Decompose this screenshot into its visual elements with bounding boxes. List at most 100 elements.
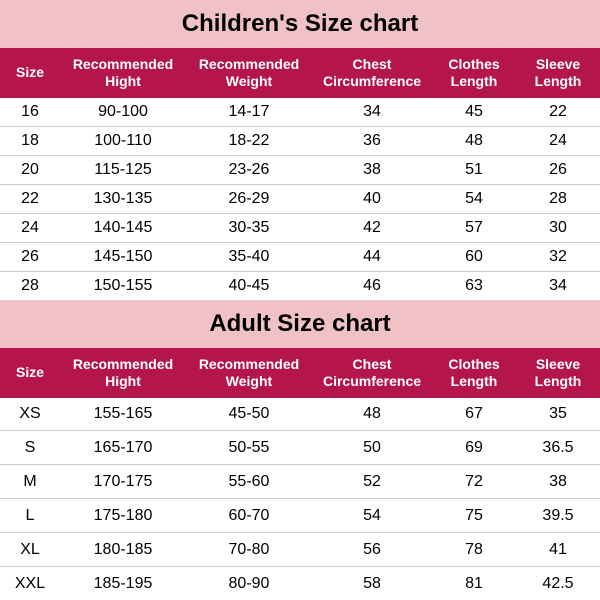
- adult-title: Adult Size chart: [0, 300, 600, 348]
- table-cell: 46: [312, 271, 432, 300]
- table-cell: 26: [516, 155, 600, 184]
- table-cell: XL: [0, 533, 60, 567]
- table-cell: 45-50: [186, 398, 312, 431]
- table-cell: 36.5: [516, 431, 600, 465]
- table-cell: 50-55: [186, 431, 312, 465]
- table-cell: 81: [432, 567, 516, 600]
- table-cell: 42.5: [516, 567, 600, 600]
- table-cell: 100-110: [60, 126, 186, 155]
- size-chart-container: Children's Size chart Size Recommended H…: [0, 0, 600, 600]
- table-cell: 22: [0, 184, 60, 213]
- col-height: Recommended Hight: [60, 48, 186, 98]
- table-cell: S: [0, 431, 60, 465]
- table-cell: 54: [312, 499, 432, 533]
- table-cell: 70-80: [186, 533, 312, 567]
- table-cell: 14-17: [186, 98, 312, 127]
- col-height: Recommended Hight: [60, 348, 186, 398]
- table-row: XL180-18570-80567841: [0, 533, 600, 567]
- table-cell: 78: [432, 533, 516, 567]
- adult-header-row: Size Recommended Hight Recommended Weigh…: [0, 348, 600, 398]
- children-tbody: 1690-10014-1734452218100-11018-223648242…: [0, 98, 600, 300]
- children-header-row: Size Recommended Hight Recommended Weigh…: [0, 48, 600, 98]
- table-row: 28150-15540-45466334: [0, 271, 600, 300]
- table-cell: 26-29: [186, 184, 312, 213]
- table-cell: 30-35: [186, 213, 312, 242]
- table-row: 24140-14530-35425730: [0, 213, 600, 242]
- table-cell: 48: [312, 398, 432, 431]
- table-row: 26145-15035-40446032: [0, 242, 600, 271]
- table-cell: 40: [312, 184, 432, 213]
- table-cell: 34: [312, 98, 432, 127]
- table-cell: 26: [0, 242, 60, 271]
- table-cell: 50: [312, 431, 432, 465]
- table-cell: 145-150: [60, 242, 186, 271]
- table-cell: 18: [0, 126, 60, 155]
- col-chest: Chest Circumference: [312, 348, 432, 398]
- table-cell: 16: [0, 98, 60, 127]
- children-section: Children's Size chart Size Recommended H…: [0, 0, 600, 300]
- table-cell: 18-22: [186, 126, 312, 155]
- col-chest: Chest Circumference: [312, 48, 432, 98]
- table-cell: 140-145: [60, 213, 186, 242]
- table-cell: 75: [432, 499, 516, 533]
- table-cell: 55-60: [186, 465, 312, 499]
- table-cell: 56: [312, 533, 432, 567]
- table-cell: 23-26: [186, 155, 312, 184]
- adult-tbody: XS155-16545-50486735S165-17050-55506936.…: [0, 398, 600, 600]
- table-cell: 24: [0, 213, 60, 242]
- table-cell: 67: [432, 398, 516, 431]
- table-cell: 69: [432, 431, 516, 465]
- table-cell: 51: [432, 155, 516, 184]
- table-cell: 35: [516, 398, 600, 431]
- table-row: S165-17050-55506936.5: [0, 431, 600, 465]
- table-row: 20115-12523-26385126: [0, 155, 600, 184]
- table-cell: 150-155: [60, 271, 186, 300]
- table-cell: 44: [312, 242, 432, 271]
- table-cell: 32: [516, 242, 600, 271]
- table-row: 18100-11018-22364824: [0, 126, 600, 155]
- children-table: Size Recommended Hight Recommended Weigh…: [0, 48, 600, 300]
- table-cell: 80-90: [186, 567, 312, 600]
- table-cell: 38: [312, 155, 432, 184]
- table-cell: 185-195: [60, 567, 186, 600]
- table-cell: 34: [516, 271, 600, 300]
- adult-section: Adult Size chart Size Recommended Hight …: [0, 300, 600, 600]
- table-cell: XXL: [0, 567, 60, 600]
- table-cell: 42: [312, 213, 432, 242]
- table-cell: 30: [516, 213, 600, 242]
- table-row: 1690-10014-17344522: [0, 98, 600, 127]
- children-title: Children's Size chart: [0, 0, 600, 48]
- col-sleeve: Sleeve Length: [516, 348, 600, 398]
- adult-table: Size Recommended Hight Recommended Weigh…: [0, 348, 600, 600]
- table-cell: 28: [516, 184, 600, 213]
- table-cell: 39.5: [516, 499, 600, 533]
- table-cell: 40-45: [186, 271, 312, 300]
- col-size: Size: [0, 48, 60, 98]
- table-cell: 36: [312, 126, 432, 155]
- table-cell: L: [0, 499, 60, 533]
- col-weight: Recommended Weight: [186, 48, 312, 98]
- table-cell: 155-165: [60, 398, 186, 431]
- table-cell: 60: [432, 242, 516, 271]
- col-size: Size: [0, 348, 60, 398]
- table-cell: 48: [432, 126, 516, 155]
- table-cell: XS: [0, 398, 60, 431]
- col-sleeve: Sleeve Length: [516, 48, 600, 98]
- table-row: L175-18060-70547539.5: [0, 499, 600, 533]
- table-cell: 170-175: [60, 465, 186, 499]
- table-cell: 41: [516, 533, 600, 567]
- table-cell: 63: [432, 271, 516, 300]
- table-cell: 57: [432, 213, 516, 242]
- table-cell: 60-70: [186, 499, 312, 533]
- table-cell: 72: [432, 465, 516, 499]
- table-cell: 58: [312, 567, 432, 600]
- col-clothes: Clothes Length: [432, 48, 516, 98]
- table-cell: 28: [0, 271, 60, 300]
- col-weight: Recommended Weight: [186, 348, 312, 398]
- table-cell: 45: [432, 98, 516, 127]
- table-row: XS155-16545-50486735: [0, 398, 600, 431]
- table-cell: 175-180: [60, 499, 186, 533]
- table-cell: 130-135: [60, 184, 186, 213]
- table-cell: 35-40: [186, 242, 312, 271]
- table-cell: 24: [516, 126, 600, 155]
